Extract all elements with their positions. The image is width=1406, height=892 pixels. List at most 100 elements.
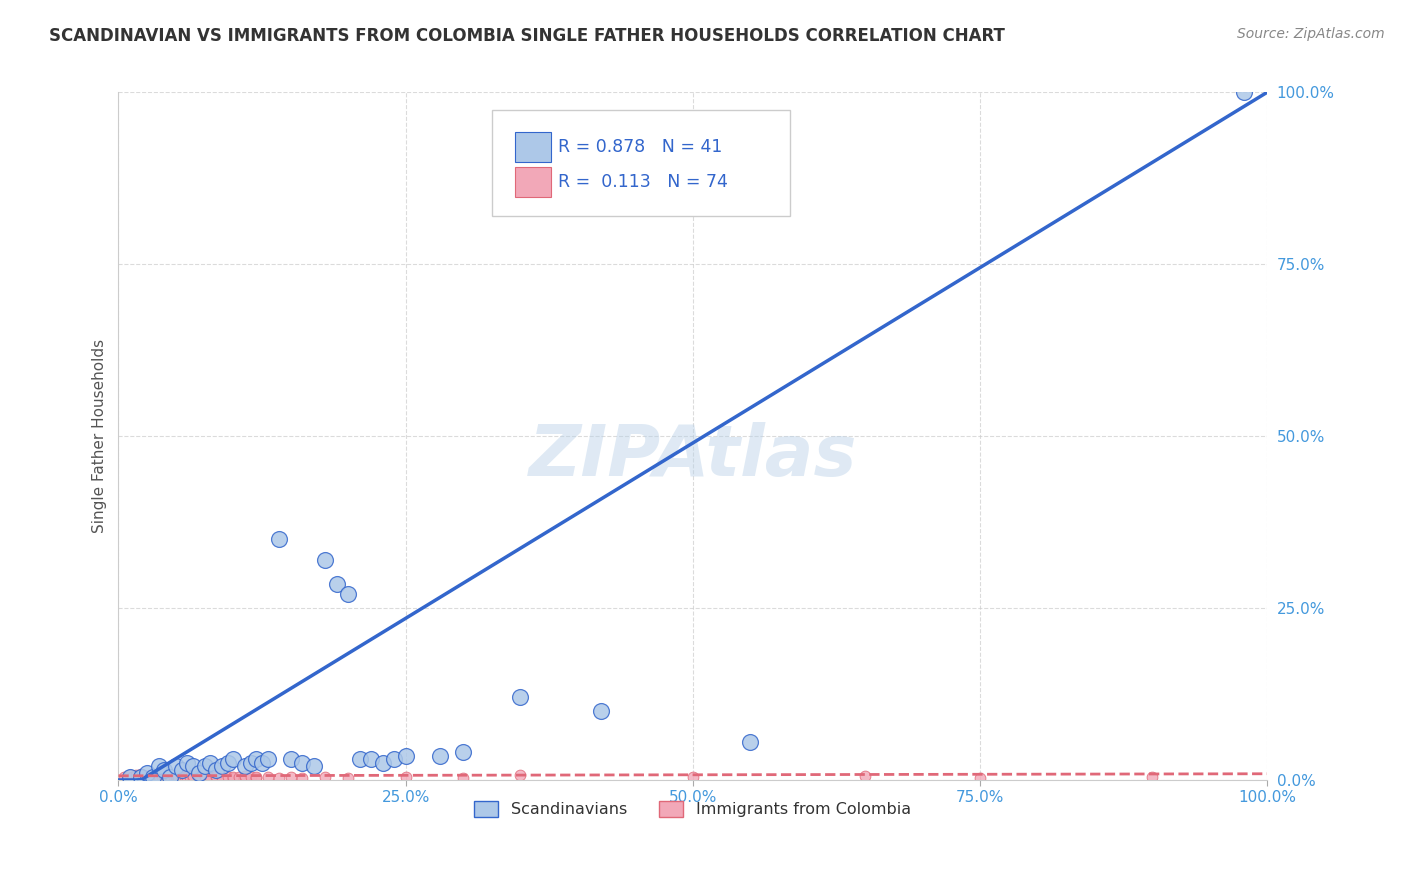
Point <box>1233 86 1256 100</box>
Point <box>118 768 141 782</box>
Point <box>181 759 204 773</box>
Point <box>131 770 153 784</box>
Point <box>162 770 184 784</box>
Point <box>179 770 201 784</box>
Point <box>589 704 612 718</box>
Point <box>360 752 382 766</box>
Point <box>187 766 209 780</box>
Point <box>170 763 193 777</box>
Point <box>314 553 336 567</box>
Point <box>176 756 198 770</box>
Point <box>205 770 228 784</box>
Point <box>148 771 170 785</box>
Point <box>187 768 209 782</box>
Point <box>128 770 150 784</box>
Point <box>205 769 228 783</box>
Point <box>394 770 416 784</box>
Point <box>740 735 762 749</box>
Point <box>337 771 360 785</box>
Point <box>176 770 198 784</box>
Point <box>291 756 314 770</box>
Point <box>121 770 143 784</box>
Text: R = 0.878   N = 41: R = 0.878 N = 41 <box>558 138 723 156</box>
Point <box>205 763 228 777</box>
Point <box>200 771 222 785</box>
Point <box>217 756 239 770</box>
FancyBboxPatch shape <box>515 167 551 197</box>
Point <box>142 767 165 781</box>
Point <box>148 759 170 773</box>
Point <box>142 770 165 784</box>
Point <box>222 771 245 785</box>
Point <box>142 771 165 785</box>
Point <box>136 766 159 780</box>
Point <box>181 769 204 783</box>
Point <box>117 771 139 785</box>
Point <box>136 769 159 783</box>
Point <box>194 759 217 773</box>
Point <box>349 752 371 766</box>
Point <box>153 763 176 777</box>
Point <box>153 768 176 782</box>
Point <box>394 748 416 763</box>
Point <box>337 587 360 601</box>
Point <box>250 756 273 770</box>
Text: SCANDINAVIAN VS IMMIGRANTS FROM COLOMBIA SINGLE FATHER HOUSEHOLDS CORRELATION CH: SCANDINAVIAN VS IMMIGRANTS FROM COLOMBIA… <box>49 27 1005 45</box>
Point <box>245 752 267 766</box>
Point <box>269 771 291 785</box>
Point <box>165 759 187 773</box>
Point <box>211 771 233 785</box>
Point <box>181 771 204 785</box>
Point <box>239 770 262 784</box>
Point <box>222 752 245 766</box>
Point <box>167 770 190 784</box>
Point <box>156 770 179 784</box>
Point <box>233 769 256 783</box>
Point <box>1140 770 1163 784</box>
Point <box>131 769 153 783</box>
Point <box>159 771 181 785</box>
Text: Source: ZipAtlas.com: Source: ZipAtlas.com <box>1237 27 1385 41</box>
Point <box>124 771 146 785</box>
Point <box>269 533 291 547</box>
Point <box>170 771 193 785</box>
Y-axis label: Single Father Households: Single Father Households <box>93 339 107 533</box>
Point <box>314 770 336 784</box>
Point <box>187 770 209 784</box>
Legend: Scandinavians, Immigrants from Colombia: Scandinavians, Immigrants from Colombia <box>468 794 918 823</box>
Point <box>165 770 187 784</box>
Point <box>194 770 217 784</box>
FancyBboxPatch shape <box>515 132 551 162</box>
Point <box>150 770 173 784</box>
Point <box>200 756 222 770</box>
Point <box>280 770 302 784</box>
Point <box>200 770 222 784</box>
Point <box>233 759 256 773</box>
Point <box>153 771 176 785</box>
Point <box>382 752 405 766</box>
Point <box>222 770 245 784</box>
Point <box>280 752 302 766</box>
Point <box>451 746 474 760</box>
Point <box>682 770 704 784</box>
Point <box>165 768 187 782</box>
Point <box>176 771 198 785</box>
Point <box>148 769 170 783</box>
Point <box>194 769 217 783</box>
Point <box>245 770 267 784</box>
Point <box>159 769 181 783</box>
Point <box>256 752 278 766</box>
Point <box>143 770 166 784</box>
Point <box>245 771 267 785</box>
Point <box>239 756 262 770</box>
Point <box>142 770 165 784</box>
Point <box>211 759 233 773</box>
FancyBboxPatch shape <box>492 110 790 216</box>
Point <box>132 770 155 784</box>
Point <box>112 770 135 784</box>
Point <box>969 771 991 785</box>
Point <box>131 771 153 785</box>
Text: ZIPAtlas: ZIPAtlas <box>529 422 858 491</box>
Point <box>118 770 141 784</box>
Point <box>233 771 256 785</box>
